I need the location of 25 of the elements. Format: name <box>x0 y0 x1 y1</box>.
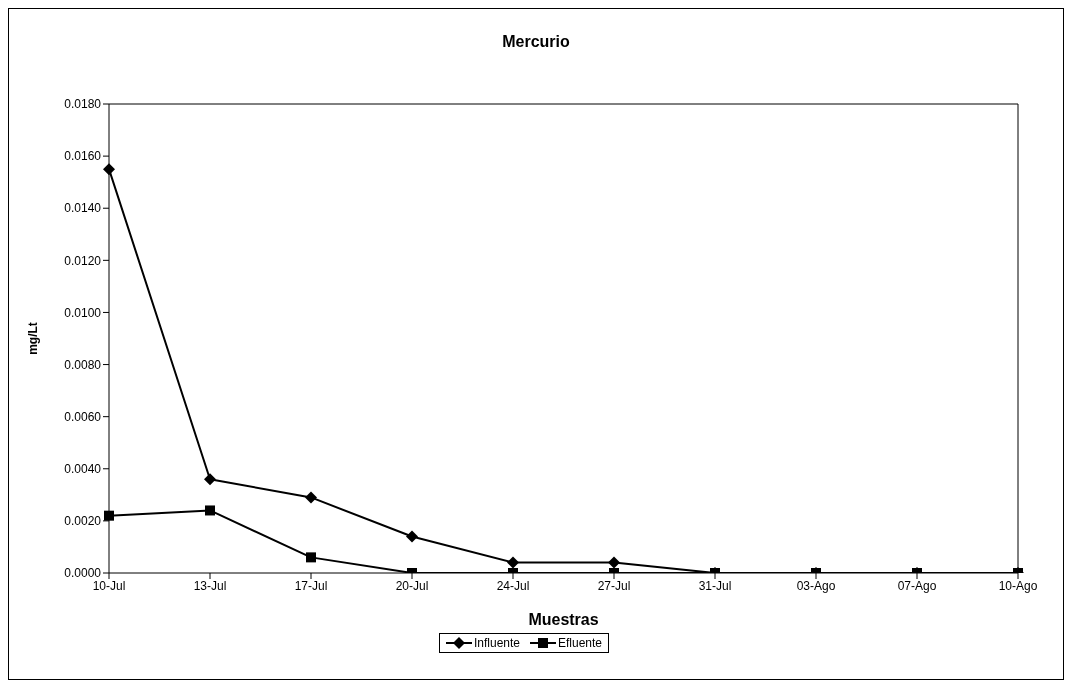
x-tick-label: 07-Ago <box>897 578 937 593</box>
x-tick-label: 24-Jul <box>496 578 530 593</box>
x-tick-label: 20-Jul <box>395 578 429 593</box>
chart-title: Mercurio <box>501 33 571 52</box>
y-tick-label: 0.0120 <box>64 253 102 268</box>
x-tick-label: 17-Jul <box>294 578 328 593</box>
y-tick-label: 0.0180 <box>64 97 102 112</box>
x-tick-label: 03-Ago <box>796 578 836 593</box>
x-axis-title: Muestras <box>528 611 599 628</box>
legend-label: Influente <box>472 636 520 650</box>
y-tick-label: 0.0080 <box>64 357 102 372</box>
y-tick-label: 0.0060 <box>64 409 102 424</box>
legend-label: Efluente <box>557 636 603 650</box>
y-tick-label: 0.0020 <box>64 514 102 529</box>
x-tick-label: 27-Jul <box>597 578 631 593</box>
y-tick-label: 0.0000 <box>64 566 102 581</box>
y-tick-label: 0.0040 <box>64 462 102 477</box>
x-tick-label: 10-Ago <box>998 578 1038 593</box>
y-tick-label: 0.0140 <box>64 201 102 216</box>
y-axis-title: mg/Lt <box>26 322 41 355</box>
x-tick-label: 10-Jul <box>92 578 126 593</box>
y-tick-label: 0.0100 <box>64 305 102 320</box>
x-tick-label: 31-Jul <box>698 578 732 593</box>
y-tick-label: 0.0160 <box>64 149 102 164</box>
x-tick-label: 13-Jul <box>193 578 227 593</box>
